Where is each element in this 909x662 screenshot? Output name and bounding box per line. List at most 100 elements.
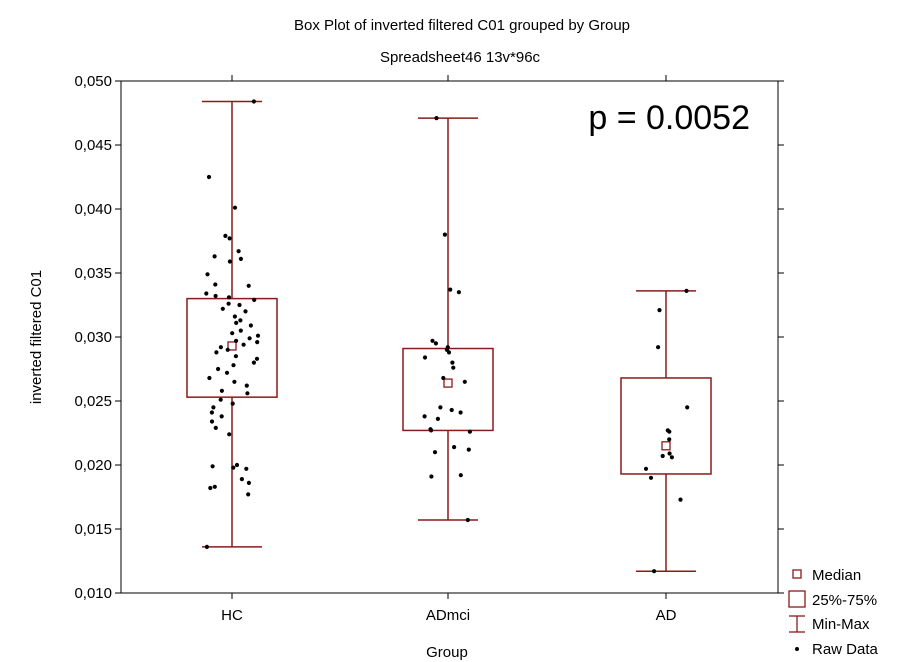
raw-data-point [246,480,251,485]
chart-subtitle: Spreadsheet46 13v*96c [380,49,541,66]
raw-data-point [458,473,463,478]
raw-data-point [212,254,217,259]
raw-data-point [451,365,456,370]
raw-data-point [230,401,235,406]
raw-data-point [231,465,236,470]
raw-data-point [648,475,654,480]
raw-data-point [252,297,257,302]
raw-data-point [458,410,463,415]
legend-raw-data-icon [795,647,799,651]
raw-data-point [231,363,236,368]
y-tick-label: 0,025 [74,393,112,410]
p-value-annotation: p = 0.0052 [588,99,750,137]
raw-data-point [643,466,649,471]
raw-data-point [248,323,253,328]
raw-data-point [438,405,443,410]
x-axis: HC ADmci AD [221,75,677,624]
raw-data-point [233,354,238,359]
x-tick-label: AD [656,607,677,624]
raw-data-point [241,342,246,347]
raw-data-point [245,391,250,396]
raw-data-point [226,295,232,300]
raw-data-point [212,484,217,489]
raw-data-point [254,356,260,361]
raw-data-point [685,405,690,410]
raw-data-point [232,205,238,210]
raw-data-point [251,99,256,104]
raw-data-point [251,360,256,365]
x-tick-label: ADmci [426,607,470,624]
legend-median-label: Median [812,567,861,584]
raw-data-point [238,256,243,261]
raw-data-point [204,544,209,550]
x-axis-label: Group [426,644,468,661]
raw-data-point [211,405,216,410]
legend-minmax-label: Min-Max [812,616,870,633]
raw-data-point [656,345,661,350]
raw-data-point [239,477,244,482]
raw-data-point [255,333,261,338]
raw-data-point [243,309,248,314]
raw-data-point [209,410,214,415]
raw-data-point [213,282,218,287]
box-ad [620,290,712,572]
raw-data-point [204,291,209,296]
raw-data-point [467,429,472,434]
raw-data-point [452,445,457,450]
raw-data-point [466,447,471,452]
y-tick-label: 0,050 [74,73,112,90]
raw-data-point [441,375,446,381]
iqr-box [620,377,712,475]
raw-data-point [684,288,689,293]
raw-data-point [209,419,215,424]
raw-data-point [246,283,251,288]
raw-data-point [236,249,241,254]
raw-data-point [246,492,251,497]
raw-data-point [216,366,221,372]
raw-data-point [432,450,438,455]
raw-data-point [660,453,665,459]
raw-data-point [218,345,223,350]
raw-data-point [448,287,453,292]
raw-data-point [462,379,467,384]
chart-title: Box Plot of inverted filtered C01 groupe… [294,17,630,34]
raw-data-point [422,355,428,360]
raw-data-point [214,350,219,355]
raw-data-point [213,425,218,430]
y-tick-label: 0,020 [74,457,112,474]
raw-data-point [434,116,439,121]
raw-data-point [430,338,435,343]
y-tick-label: 0,035 [74,265,112,282]
legend: Median 25%-75% Min-Max Raw Data [788,567,879,658]
raw-data-point [224,370,230,375]
raw-data-point [234,320,239,325]
y-tick-label: 0,015 [74,521,112,538]
raw-data-point [433,341,438,346]
raw-data-point [206,174,212,180]
raw-data-point [446,350,452,355]
raw-data-point [244,466,249,471]
raw-data-point [227,259,232,264]
raw-data-point [247,336,252,341]
raw-data-point [234,462,240,468]
median-marker [443,378,453,388]
raw-data-point [208,485,213,491]
raw-data-point [205,272,210,277]
raw-data-point [213,293,218,299]
x-tick-label: HC [221,607,243,624]
raw-data-point [422,414,427,419]
box-hc [186,100,278,548]
legend-minmax-icon [789,615,805,633]
iqr-box [186,297,278,398]
raw-data-point [207,375,212,381]
raw-data-point [227,236,232,241]
raw-data-point [429,428,434,433]
raw-data-point [442,232,447,237]
raw-data-point [220,306,225,311]
raw-data-point [667,437,672,442]
raw-data-point [223,233,228,238]
raw-data-point [225,347,230,352]
raw-data-point [237,302,242,308]
raw-data-point [652,569,657,574]
